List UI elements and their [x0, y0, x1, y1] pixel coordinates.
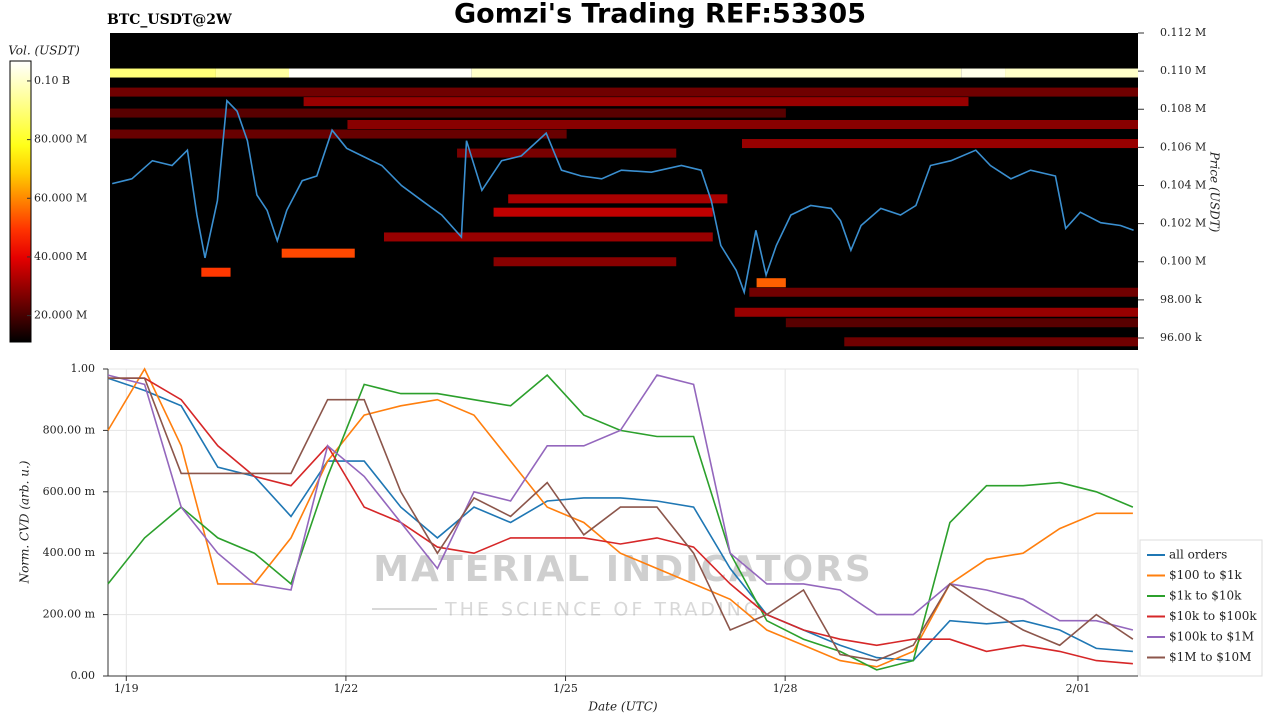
- volume-band: [281, 248, 355, 258]
- volume-band: [493, 257, 677, 267]
- volume-band: [110, 129, 567, 139]
- volume-band: [110, 108, 786, 118]
- y-tick-label: 0.110 M: [1160, 64, 1206, 77]
- y-tick-label: 0.112 M: [1160, 26, 1206, 39]
- y-tick-label: 0.106 M: [1160, 140, 1206, 153]
- volume-band: [471, 68, 962, 78]
- colorbar-tick-label: 80.000 M: [34, 133, 87, 146]
- colorbar-tick-label: 40.000 M: [34, 250, 87, 263]
- y-tick-label: 0.00: [71, 669, 96, 682]
- volume-band: [457, 148, 677, 158]
- y-tick-label: 0.100 M: [1160, 255, 1206, 268]
- y-tick-label: 1.00: [71, 362, 96, 375]
- volume-band: [347, 119, 1138, 129]
- volume-band: [110, 87, 1138, 97]
- volume-band: [741, 139, 1138, 149]
- legend-label: $100k to $1M: [1169, 630, 1254, 644]
- cvd-line: [107, 374, 1134, 631]
- volume-band: [749, 287, 1138, 297]
- volume-band: [961, 68, 1006, 78]
- legend-label: all orders: [1169, 548, 1227, 562]
- y-tick-label: 96.00 k: [1160, 331, 1202, 344]
- heatmap-area: [110, 33, 1138, 350]
- y-tick-label: 400.00 m: [43, 546, 96, 559]
- cvd-line: [108, 377, 1134, 662]
- volume-band: [785, 318, 1138, 328]
- y-tick-label: 98.00 k: [1160, 293, 1202, 306]
- volume-band: [508, 194, 728, 204]
- y-tick-label: 200.00 m: [43, 608, 96, 621]
- legend-label: $10k to $100k: [1169, 609, 1257, 623]
- y-tick-label: 0.108 M: [1160, 102, 1206, 115]
- page-title: Gomzi's Trading REF:53305: [454, 0, 866, 30]
- volume-band: [110, 68, 216, 78]
- colorbar-tick-label: 20.000 M: [34, 309, 87, 322]
- y-tick-label: 0.104 M: [1160, 178, 1206, 191]
- volume-band: [215, 68, 290, 78]
- cvd-area: [107, 368, 1139, 677]
- legend-box: [1139, 539, 1263, 677]
- volume-band: [493, 207, 713, 217]
- y-tick-label: 0.102 M: [1160, 217, 1206, 230]
- x-tick-label: 1/22: [334, 682, 359, 695]
- colorbar: [9, 60, 32, 343]
- watermark-sub: THE SCIENCE OF TRADING: [444, 599, 762, 621]
- cvd-line: [107, 377, 1133, 662]
- x-tick-label: 1/19: [114, 682, 139, 695]
- volume-band: [756, 278, 786, 288]
- price-line: [112, 98, 1134, 296]
- x-tick-label: 2/01: [1066, 682, 1091, 695]
- colorbar-tick-label: 60.000 M: [34, 191, 87, 204]
- x-axis-label: Date (UTC): [587, 700, 657, 714]
- colorbar-tick-label: 0.10 B: [34, 74, 70, 87]
- price-axis-label: Price (USDT): [1208, 151, 1222, 233]
- y-tick-label: 800.00 m: [43, 423, 96, 436]
- colorbar-label: Vol. (USDT): [8, 44, 80, 58]
- volume-band: [289, 68, 472, 78]
- symbol-label: BTC_USDT@2W: [107, 12, 232, 28]
- cvd-axis-label: Norm. CVD (arb. u.): [18, 460, 32, 584]
- volume-band: [734, 307, 1138, 317]
- volume-band: [1005, 68, 1138, 78]
- legend-label: $100 to $1k: [1169, 568, 1242, 582]
- x-tick-label: 1/28: [773, 682, 798, 695]
- legend-label: $1k to $10k: [1169, 589, 1242, 603]
- legend-label: $1M to $10M: [1169, 650, 1251, 664]
- volume-band: [201, 267, 231, 277]
- volume-band: [844, 337, 1138, 347]
- volume-band: [383, 232, 713, 242]
- x-tick-label: 1/25: [553, 682, 578, 695]
- y-tick-label: 600.00 m: [43, 485, 96, 498]
- cvd-line: [108, 377, 1133, 665]
- volume-band: [303, 97, 969, 107]
- cvd-line: [107, 367, 1133, 668]
